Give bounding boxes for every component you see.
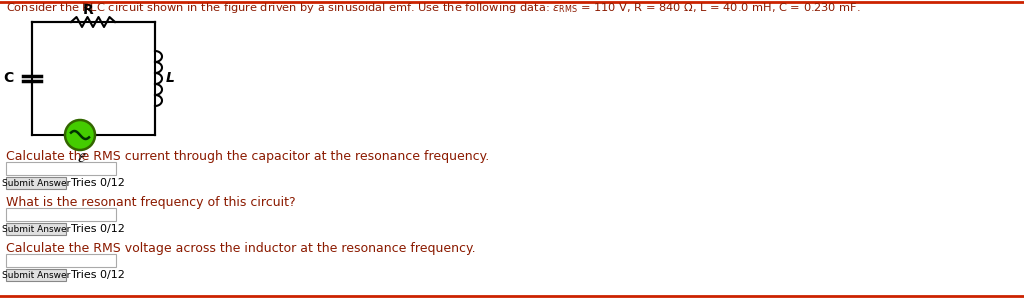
FancyBboxPatch shape [6, 223, 66, 235]
Text: Calculate the RMS current through the capacitor at the resonance frequency.: Calculate the RMS current through the ca… [6, 150, 489, 163]
Text: Tries 0/12: Tries 0/12 [71, 224, 125, 234]
FancyBboxPatch shape [6, 254, 116, 267]
Text: $\mathcal{E}$: $\mathcal{E}$ [77, 152, 87, 165]
Text: C: C [4, 72, 14, 86]
FancyBboxPatch shape [6, 269, 66, 281]
FancyBboxPatch shape [6, 177, 66, 189]
Text: Submit Answer: Submit Answer [2, 271, 71, 280]
Circle shape [65, 120, 95, 150]
Text: Tries 0/12: Tries 0/12 [71, 178, 125, 188]
FancyBboxPatch shape [6, 162, 116, 175]
Text: L: L [166, 72, 175, 86]
Text: Submit Answer: Submit Answer [2, 224, 71, 234]
Text: Tries 0/12: Tries 0/12 [71, 270, 125, 280]
Text: Calculate the RMS voltage across the inductor at the resonance frequency.: Calculate the RMS voltage across the ind… [6, 242, 475, 255]
Text: Consider the RLC circuit shown in the figure driven by a sinusoidal emf. Use the: Consider the RLC circuit shown in the fi… [6, 1, 860, 15]
FancyBboxPatch shape [6, 208, 116, 221]
Text: Submit Answer: Submit Answer [2, 179, 71, 187]
Text: R: R [83, 3, 93, 17]
Text: What is the resonant frequency of this circuit?: What is the resonant frequency of this c… [6, 196, 296, 209]
